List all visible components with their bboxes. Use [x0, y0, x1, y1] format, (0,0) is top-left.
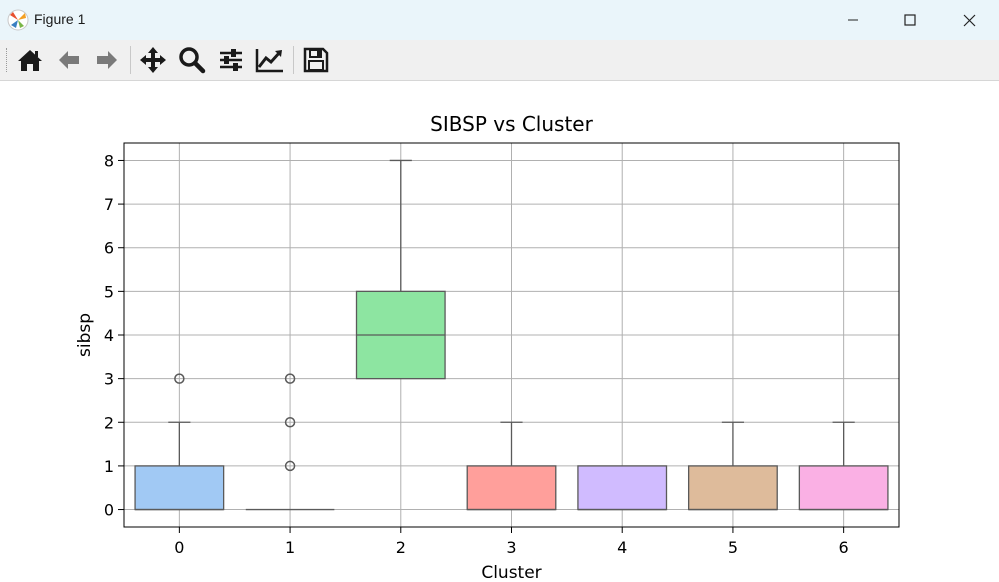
pan-button[interactable]: [137, 44, 169, 76]
axis-ticks: 0 1 2 3 4 5 6 7 8 0 1 2 3 4 5 6: [104, 151, 849, 557]
y-tick-label: 0: [104, 501, 114, 520]
outlier-point: [174, 373, 185, 384]
window-titlebar: Figure 1: [0, 0, 999, 41]
home-button[interactable]: [14, 44, 46, 76]
toolbar-separator: [293, 46, 294, 74]
x-tick-label: 5: [728, 538, 738, 557]
y-tick-label: 3: [104, 370, 114, 389]
x-tick-label: 3: [506, 538, 516, 557]
y-tick-label: 8: [104, 151, 114, 170]
x-tick-label: 0: [174, 538, 184, 557]
outlier-point: [284, 373, 296, 384]
outlier-point: [284, 417, 296, 428]
x-axis-label: Cluster: [481, 563, 541, 578]
toolbar-separator: [130, 46, 131, 74]
box-cluster-2: [355, 159, 446, 380]
chart-title: SIBSP vs Cluster: [430, 112, 593, 136]
forward-arrow-icon: [97, 51, 117, 69]
matplotlib-app-icon: [7, 9, 29, 31]
y-tick-label: 7: [104, 195, 114, 214]
box-cluster-0: [134, 373, 225, 511]
x-tick-label: 1: [285, 538, 295, 557]
box-cluster-5: [687, 421, 778, 511]
x-tick-label: 6: [839, 538, 849, 557]
toolbar-grip: [6, 48, 9, 72]
x-tick-label: 2: [396, 538, 406, 557]
x-tick-label: 4: [617, 538, 627, 557]
edit-axes-button[interactable]: [254, 44, 286, 76]
box-cluster-4: [577, 465, 668, 511]
edit-axes-icon: [255, 49, 283, 73]
maximize-button[interactable]: [887, 0, 933, 40]
box-cluster-1: [245, 373, 335, 511]
zoom-button[interactable]: [176, 44, 208, 76]
box-iqr: [687, 465, 778, 511]
window-title: Figure 1: [34, 11, 86, 27]
box-iqr: [466, 465, 557, 511]
box-iqr: [134, 465, 225, 511]
navigation-toolbar: [0, 40, 999, 81]
box-iqr: [798, 465, 889, 511]
minimize-button[interactable]: [830, 0, 876, 40]
outlier-point: [284, 460, 296, 472]
close-icon: [963, 14, 975, 26]
back-arrow-icon: [59, 51, 79, 69]
figure-canvas: 0 1 2 3 4 5 6 7 8 0 1 2 3 4 5 6 SIBSP vs Cluster Cluste…: [0, 81, 999, 582]
back-button[interactable]: [53, 44, 85, 76]
maximize-icon: [904, 14, 916, 26]
box-iqr: [577, 465, 668, 511]
y-tick-label: 6: [104, 239, 114, 258]
configure-subplots-button[interactable]: [215, 44, 247, 76]
y-tick-label: 4: [104, 326, 114, 345]
y-tick-label: 1: [104, 457, 114, 476]
y-axis-label: sibsp: [75, 313, 95, 357]
box-cluster-6: [798, 421, 889, 511]
home-icon: [18, 50, 42, 71]
save-button[interactable]: [300, 44, 332, 76]
zoom-icon: [179, 47, 206, 74]
forward-button[interactable]: [91, 44, 123, 76]
minimize-icon: [848, 19, 858, 21]
box-plot-series: [134, 159, 889, 511]
y-tick-label: 5: [104, 282, 114, 301]
configure-subplots-icon: [220, 49, 242, 71]
y-tick-label: 2: [104, 413, 114, 432]
close-button[interactable]: [946, 0, 992, 40]
box-cluster-3: [466, 421, 557, 511]
save-icon: [303, 47, 329, 73]
pan-icon: [140, 47, 166, 73]
box-plot-chart: 0 1 2 3 4 5 6 7 8 0 1 2 3 4 5 6 SIBSP vs Cluster Cluste…: [75, 112, 900, 582]
